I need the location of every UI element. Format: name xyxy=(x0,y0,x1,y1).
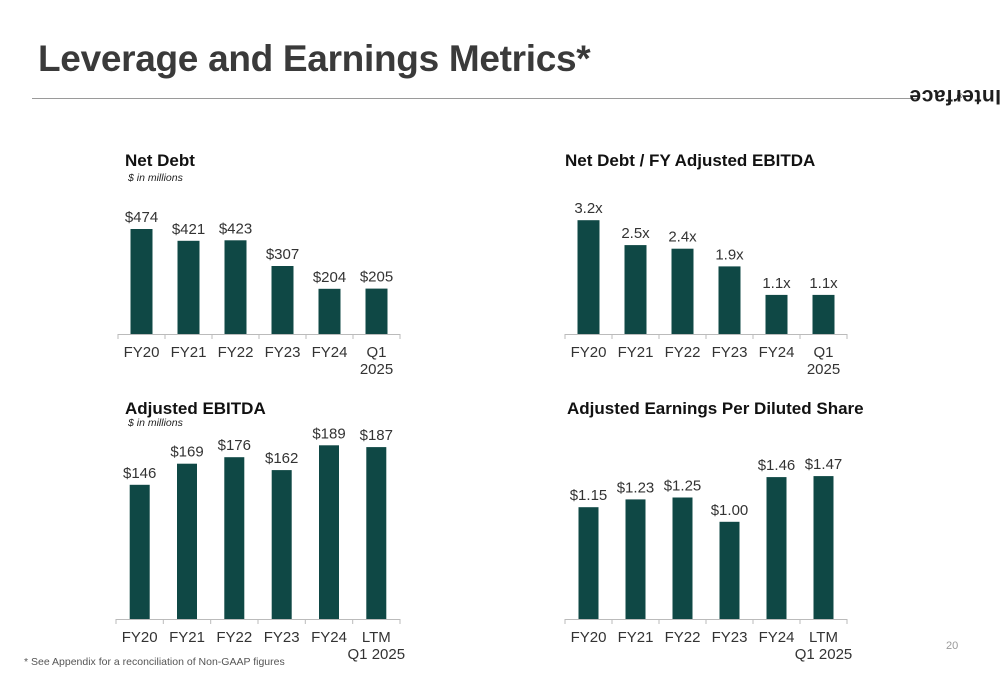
bar xyxy=(366,447,387,619)
bar xyxy=(578,507,599,619)
tick-label: FY21 xyxy=(171,344,207,361)
data-label: $205 xyxy=(360,269,393,286)
tick-label: Q1 xyxy=(813,344,833,361)
tick-label: FY21 xyxy=(618,344,654,361)
data-label: $1.46 xyxy=(758,457,796,474)
chart-net-debt: Net Debt $ in millions $474 FY20 $421 FY21 $… xyxy=(108,148,408,393)
data-label: $146 xyxy=(123,465,156,482)
tick-label: FY20 xyxy=(571,629,607,646)
data-label: $169 xyxy=(170,444,203,461)
tick-label: FY22 xyxy=(665,629,701,646)
data-label: $423 xyxy=(219,220,252,237)
bar xyxy=(177,463,197,619)
data-label: $187 xyxy=(360,427,393,444)
tick-label: FY23 xyxy=(265,344,301,361)
bar xyxy=(813,476,834,619)
chart-adjusted-eps: Adjusted Earnings Per Diluted Share $1.1… xyxy=(555,396,865,676)
tick-label: FY22 xyxy=(218,344,254,361)
brand-logo-text: Interface xyxy=(908,84,1000,108)
bar xyxy=(624,245,647,334)
chart-title: Net Debt / FY Adjusted EBITDA xyxy=(565,151,816,170)
tick-label: FY20 xyxy=(122,629,158,646)
tick-label: FY24 xyxy=(759,344,795,361)
tick-label: FY23 xyxy=(264,629,300,646)
tick-label: Q1 xyxy=(366,344,386,361)
page-title: Leverage and Earnings Metrics* xyxy=(38,38,591,79)
tick-label: Q1 2025 xyxy=(348,646,406,663)
title-divider xyxy=(32,98,918,99)
bar xyxy=(318,288,341,334)
data-label: $421 xyxy=(172,221,205,238)
data-label: $1.15 xyxy=(570,487,608,504)
tick-label: FY24 xyxy=(312,344,348,361)
tick-label: LTM xyxy=(362,629,391,646)
chart-plot: 3.2x FY20 2.5x FY21 2.4x FY22 1.9x FY23 1.1x FY24… xyxy=(564,200,848,378)
chart-title: Net Debt xyxy=(125,151,195,170)
chart-plot: $474 FY20 $421 FY21 $423 FY22 $307 FY23 $204 FY24… xyxy=(117,209,401,378)
bar xyxy=(130,229,153,334)
tick-label: FY20 xyxy=(124,344,160,361)
bar xyxy=(672,497,693,619)
page-number: 20 xyxy=(946,640,959,652)
chart-subtitle: $ in millions xyxy=(128,417,183,429)
bar xyxy=(812,294,835,334)
bar xyxy=(625,499,646,619)
tick-label: Q1 2025 xyxy=(795,646,853,663)
data-label: $1.23 xyxy=(617,479,655,496)
bar xyxy=(319,445,339,619)
chart-leverage-ratio: Net Debt / FY Adjusted EBITDA 3.2x FY20 2.… xyxy=(555,148,865,393)
data-label: $162 xyxy=(265,450,298,467)
bar xyxy=(129,484,150,619)
bar xyxy=(177,240,200,334)
bar xyxy=(719,521,740,619)
chart-title: Adjusted EBITDA xyxy=(125,399,266,418)
bar xyxy=(577,220,600,334)
data-label: $1.00 xyxy=(711,502,749,519)
data-label: $176 xyxy=(218,437,251,454)
tick-label: FY22 xyxy=(665,344,701,361)
data-label: $1.25 xyxy=(664,478,702,495)
bar xyxy=(224,240,247,334)
bar xyxy=(271,266,294,334)
data-label: 1.1x xyxy=(809,275,838,292)
data-label: $474 xyxy=(125,209,158,226)
tick-label: FY23 xyxy=(712,344,748,361)
tick-label: LTM xyxy=(809,629,838,646)
brand-logo: Interface ® xyxy=(909,36,1000,156)
tick-label: FY20 xyxy=(571,344,607,361)
data-label: 2.4x xyxy=(668,229,697,246)
data-label: 3.2x xyxy=(574,200,603,217)
chart-title: Adjusted Earnings Per Diluted Share xyxy=(567,399,864,418)
data-label: $189 xyxy=(312,425,345,442)
footnote: * See Appendix for a reconciliation of N… xyxy=(24,656,285,668)
chart-subtitle: $ in millions xyxy=(128,172,183,184)
tick-label: FY21 xyxy=(169,629,205,646)
tick-label: FY24 xyxy=(311,629,347,646)
data-label: 1.9x xyxy=(715,246,744,263)
chart-adjusted-ebitda: Adjusted EBITDA $ in millions $146 FY20 $1… xyxy=(108,396,408,676)
tick-label: FY22 xyxy=(216,629,252,646)
chart-plot: $1.15 FY20 $1.23 FY21 $1.25 FY22 $1.00 FY23 $1.4… xyxy=(564,456,853,663)
data-label: 2.5x xyxy=(621,225,650,242)
bar xyxy=(766,477,787,619)
bar xyxy=(765,294,788,334)
tick-label: FY24 xyxy=(759,629,795,646)
tick-label: 2025 xyxy=(807,361,840,378)
bar xyxy=(224,457,245,619)
bar xyxy=(671,248,694,334)
data-label: $1.47 xyxy=(805,456,843,473)
bar xyxy=(718,266,741,334)
data-label: $204 xyxy=(313,269,346,286)
data-label: $307 xyxy=(266,246,299,263)
bar xyxy=(271,470,292,619)
tick-label: 2025 xyxy=(360,361,393,378)
chart-plot: $146 FY20 $169 FY21 $176 FY22 $162 FY23 $189 FY24… xyxy=(115,425,406,663)
data-label: 1.1x xyxy=(762,275,791,292)
tick-label: FY23 xyxy=(712,629,748,646)
bar xyxy=(365,288,388,334)
tick-label: FY21 xyxy=(618,629,654,646)
